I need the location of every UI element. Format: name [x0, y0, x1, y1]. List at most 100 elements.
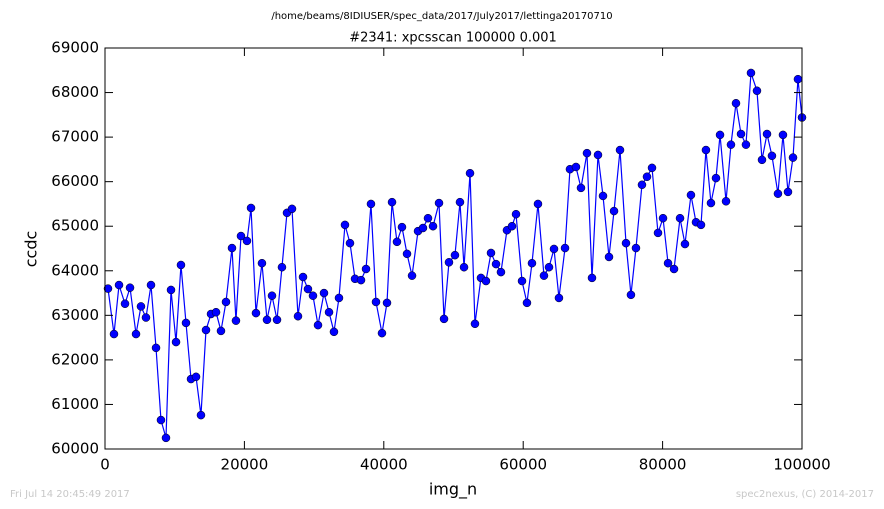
data-point — [434, 198, 444, 208]
data-point — [642, 172, 652, 182]
data-point — [262, 315, 272, 325]
data-point — [313, 320, 323, 330]
data-point — [481, 276, 491, 286]
data-point — [366, 199, 376, 209]
data-point — [701, 145, 711, 155]
data-point — [549, 244, 559, 254]
data-point — [428, 221, 438, 231]
data-point — [131, 329, 141, 339]
data-point — [511, 209, 521, 219]
x-tick-label: 80000 — [639, 456, 687, 474]
data-point — [382, 298, 392, 308]
data-point — [392, 237, 402, 247]
data-point — [554, 293, 564, 303]
data-point — [418, 223, 428, 233]
data-point — [686, 190, 696, 200]
y-tick-label: 63000 — [51, 306, 99, 324]
data-point — [486, 248, 496, 258]
data-point — [371, 297, 381, 307]
data-point — [450, 250, 460, 260]
data-point — [329, 327, 339, 337]
data-point — [319, 288, 329, 298]
data-point — [711, 173, 721, 183]
data-point — [231, 316, 241, 325]
data-point — [621, 238, 631, 248]
data-point — [141, 313, 151, 322]
data-point — [361, 264, 371, 274]
data-point — [517, 276, 527, 286]
x-tick-label: 40000 — [360, 456, 408, 474]
data-point — [298, 272, 308, 282]
data-point — [109, 329, 119, 339]
data-point — [637, 180, 647, 190]
data-point — [191, 372, 201, 382]
data-point — [491, 259, 501, 269]
data-point — [587, 273, 597, 283]
data-point — [788, 153, 798, 162]
y-axis-label: ccdc — [22, 231, 41, 268]
data-point — [236, 231, 246, 241]
data-point — [626, 290, 636, 300]
data-point — [675, 213, 685, 223]
data-point — [647, 163, 657, 173]
data-point — [308, 291, 318, 300]
data-point — [793, 74, 803, 84]
data-point — [465, 168, 475, 178]
x-axis-label: img_n — [429, 480, 477, 500]
data-point — [604, 252, 614, 262]
data-point — [201, 325, 211, 335]
data-point — [615, 145, 625, 155]
data-point — [334, 293, 344, 303]
data-point — [571, 162, 581, 172]
x-tick-label: 60000 — [499, 456, 547, 474]
data-point — [533, 199, 543, 209]
footer-right: spec2nexus, (C) 2014-2017 — [736, 489, 874, 500]
data-point — [631, 243, 641, 253]
data-point — [387, 197, 397, 207]
y-tick-label: 61000 — [51, 395, 99, 413]
data-point — [227, 243, 237, 253]
data-point — [407, 271, 417, 280]
x-tick-label: 0 — [100, 456, 110, 474]
data-point — [251, 308, 261, 318]
data-point — [402, 249, 412, 259]
y-tick-label: 69000 — [51, 39, 99, 57]
data-point — [146, 280, 156, 290]
data-point — [762, 129, 772, 139]
data-point — [726, 140, 736, 149]
data-point — [576, 183, 586, 193]
data-point — [176, 260, 186, 270]
data-point — [221, 297, 231, 307]
y-tick-label: 60000 — [51, 440, 99, 458]
data-point — [103, 284, 113, 293]
data-point — [293, 311, 303, 321]
data-point — [731, 98, 741, 108]
data-point — [397, 222, 407, 232]
data-line — [107, 72, 803, 439]
data-point — [257, 258, 267, 268]
plot-frame — [104, 47, 803, 450]
footer-left: Fri Jul 14 20:45:49 2017 — [10, 489, 130, 500]
data-point — [272, 315, 282, 325]
data-point — [539, 271, 549, 280]
data-point — [161, 433, 171, 443]
data-point — [767, 151, 777, 161]
data-point — [166, 285, 176, 295]
data-point — [277, 262, 287, 272]
data-point — [522, 298, 532, 308]
x-tick-label: 100000 — [773, 456, 830, 474]
data-point — [151, 343, 161, 353]
data-point — [444, 258, 454, 267]
data-point — [459, 262, 469, 272]
data-point — [663, 258, 673, 268]
data-point — [171, 337, 181, 347]
data-point — [242, 236, 252, 246]
data-point — [680, 239, 690, 249]
data-point — [324, 307, 334, 317]
data-point — [303, 284, 313, 294]
data-point — [783, 187, 793, 197]
data-point — [741, 140, 751, 149]
data-point — [752, 86, 762, 96]
data-point — [527, 258, 537, 268]
y-tick-label: 65000 — [51, 217, 99, 235]
